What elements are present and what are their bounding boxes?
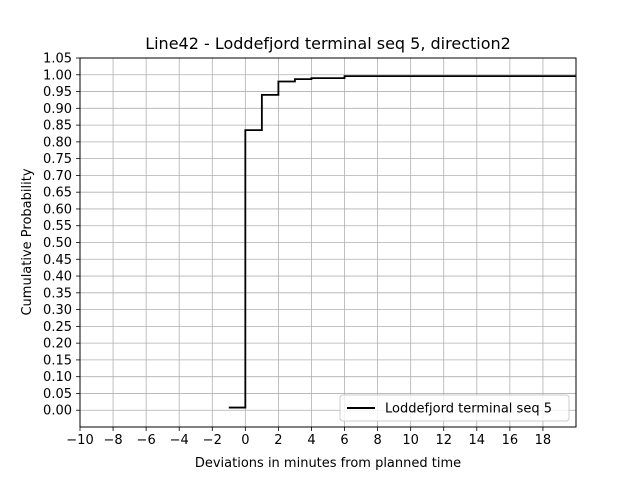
x-axis-ticks: −10 −8 −6 −4 −2 0 2 4 6 8 10 12 14 16 18 (66, 427, 551, 448)
x-tick-label: 4 (307, 433, 315, 448)
y-tick-label: 1.05 (43, 52, 72, 67)
y-tick-label: 0.35 (43, 286, 72, 301)
x-tick-label: 14 (469, 433, 486, 448)
y-tick-label: 0.20 (43, 337, 72, 352)
y-tick-label: 1.00 (43, 68, 72, 83)
y-tick-label: 0.95 (43, 85, 72, 100)
x-tick-label: 12 (435, 433, 452, 448)
y-axis-ticks: 0.00 0.05 0.10 0.150.20 0.25 0.30 0.350.40 0.45… (43, 52, 80, 419)
x-tick-label: 8 (373, 433, 381, 448)
x-tick-label: −6 (137, 433, 156, 448)
y-tick-label: 0.60 (43, 202, 72, 217)
y-tick-label: 0.10 (43, 370, 72, 385)
grid-lines (79, 57, 576, 427)
y-tick-label: 0.50 (43, 236, 72, 251)
series-line-loddefjord-terminal-seq-5 (228, 75, 576, 409)
y-tick-label: 0.40 (43, 270, 72, 285)
x-tick-label: 2 (274, 433, 282, 448)
legend-entry-label: Loddefjord terminal seq 5 (385, 402, 552, 417)
y-tick-label: 0.30 (43, 303, 72, 318)
x-tick-label: −8 (103, 433, 122, 448)
legend-box (339, 394, 570, 422)
x-tick-label: 16 (502, 433, 519, 448)
y-tick-label: 0.75 (43, 152, 72, 167)
x-tick-label: 6 (340, 433, 348, 448)
series-layer (228, 75, 576, 409)
y-tick-label: 0.85 (43, 119, 72, 134)
x-tick-label: 18 (535, 433, 552, 448)
y-tick-label: 0.05 (43, 387, 72, 402)
y-tick-label: 0.15 (43, 353, 72, 368)
y-tick-label: 0.00 (43, 404, 72, 419)
y-tick-label: 0.25 (43, 320, 72, 335)
y-tick-label: 0.80 (43, 135, 72, 150)
chart-title: Line42 - Loddefjord terminal seq 5, dire… (145, 34, 511, 53)
y-tick-label: 0.90 (43, 102, 72, 117)
y-axis-label: Cumulative Probability (20, 168, 35, 315)
y-tick-label: 0.55 (43, 219, 72, 234)
x-tick-label: −10 (66, 433, 93, 448)
x-tick-label: −4 (170, 433, 189, 448)
x-tick-label: 10 (402, 433, 419, 448)
x-axis-label: Deviations in minutes from planned time (195, 456, 461, 471)
x-tick-label: −2 (203, 433, 222, 448)
y-tick-label: 0.45 (43, 253, 72, 268)
y-tick-label: 0.65 (43, 186, 72, 201)
legend: Loddefjord terminal seq 5 (339, 394, 570, 422)
x-tick-label: 0 (241, 433, 249, 448)
y-tick-label: 0.70 (43, 169, 72, 184)
